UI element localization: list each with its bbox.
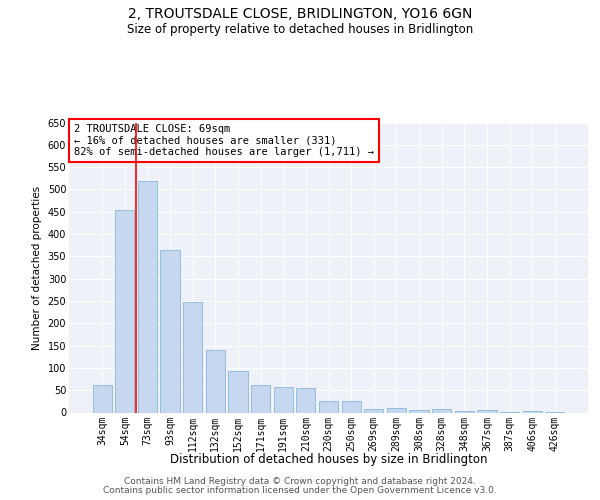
Text: 2 TROUTSDALE CLOSE: 69sqm
← 16% of detached houses are smaller (331)
82% of semi: 2 TROUTSDALE CLOSE: 69sqm ← 16% of detac… (74, 124, 374, 157)
Bar (160, 250, 180, 412)
Text: Size of property relative to detached houses in Bridlington: Size of property relative to detached ho… (127, 22, 473, 36)
Text: 2, TROUTSDALE CLOSE, BRIDLINGTON, YO16 6GN: 2, TROUTSDALE CLOSE, BRIDLINGTON, YO16 6… (128, 8, 472, 22)
Bar (183, 302, 202, 412)
Bar (432, 409, 451, 412)
Bar (319, 401, 338, 412)
Text: Contains HM Land Registry data © Crown copyright and database right 2024.: Contains HM Land Registry data © Crown c… (124, 477, 476, 486)
Bar (341, 402, 361, 412)
Bar (409, 410, 428, 412)
Bar (387, 408, 406, 412)
Bar (92, 385, 112, 412)
Bar (296, 388, 316, 412)
Bar (523, 411, 542, 412)
Bar (229, 371, 248, 412)
Bar (455, 411, 474, 412)
Bar (364, 409, 383, 412)
Bar (206, 350, 225, 412)
Text: Contains public sector information licensed under the Open Government Licence v3: Contains public sector information licen… (103, 486, 497, 495)
Bar (115, 210, 134, 412)
Bar (138, 180, 157, 412)
Text: Distribution of detached houses by size in Bridlington: Distribution of detached houses by size … (170, 452, 488, 466)
Y-axis label: Number of detached properties: Number of detached properties (32, 186, 42, 350)
Bar (251, 385, 270, 412)
Bar (477, 410, 497, 412)
Bar (274, 387, 293, 412)
